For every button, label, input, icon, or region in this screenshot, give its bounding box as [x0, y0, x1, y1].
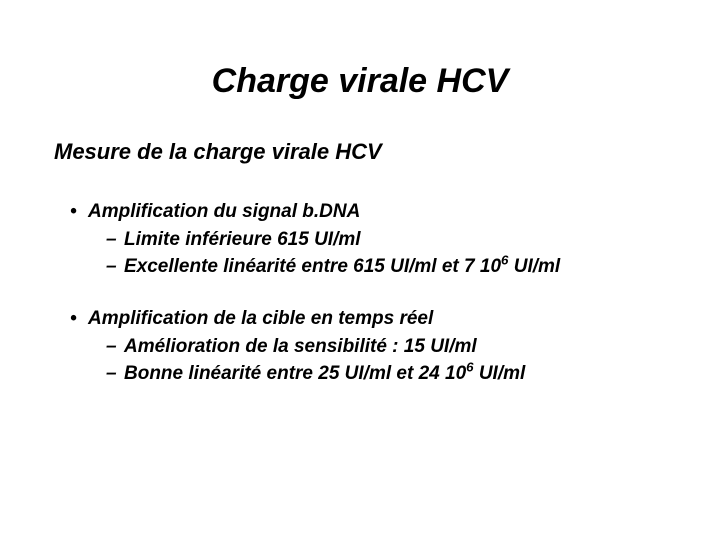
text-pre: Bonne linéarité entre 25 UI/ml et 24 10: [124, 363, 466, 384]
text-sup: 6: [466, 360, 473, 375]
bullet-2-sub-1-text: Amélioration de la sensibilité : 15 UI/m…: [124, 334, 477, 360]
group-2: • Amplification de la cible en temps rée…: [70, 306, 720, 387]
dash-icon: –: [106, 334, 124, 360]
text-post: UI/ml: [474, 363, 526, 384]
bullet-dot-icon: •: [70, 306, 88, 332]
text-pre: Excellente linéarité entre 615 UI/ml et …: [124, 256, 501, 277]
bullet-dot-icon: •: [70, 199, 88, 225]
bullet-2-text: Amplification de la cible en temps réel: [88, 306, 433, 332]
bullet-1-sub-2-text: Excellente linéarité entre 615 UI/ml et …: [124, 254, 560, 280]
bullet-1: • Amplification du signal b.DNA: [70, 199, 720, 225]
slide-title: Charge virale HCV: [0, 0, 720, 101]
bullet-1-sub-1-text: Limite inférieure 615 UI/ml: [124, 227, 361, 253]
bullet-2-sub-1: – Amélioration de la sensibilité : 15 UI…: [106, 334, 720, 360]
slide-content: • Amplification du signal b.DNA – Limite…: [70, 199, 720, 387]
bullet-2: • Amplification de la cible en temps rée…: [70, 306, 720, 332]
bullet-1-sub-1: – Limite inférieure 615 UI/ml: [106, 227, 720, 253]
bullet-1-sub-2: – Excellente linéarité entre 615 UI/ml e…: [106, 254, 720, 280]
slide-subtitle: Mesure de la charge virale HCV: [54, 139, 720, 165]
text-post: UI/ml: [508, 256, 560, 277]
bullet-2-sub-2: – Bonne linéarité entre 25 UI/ml et 24 1…: [106, 361, 720, 387]
dash-icon: –: [106, 361, 124, 387]
dash-icon: –: [106, 227, 124, 253]
slide: Charge virale HCV Mesure de la charge vi…: [0, 0, 720, 540]
bullet-2-sub-2-text: Bonne linéarité entre 25 UI/ml et 24 106…: [124, 361, 525, 387]
bullet-1-text: Amplification du signal b.DNA: [88, 199, 360, 225]
dash-icon: –: [106, 254, 124, 280]
